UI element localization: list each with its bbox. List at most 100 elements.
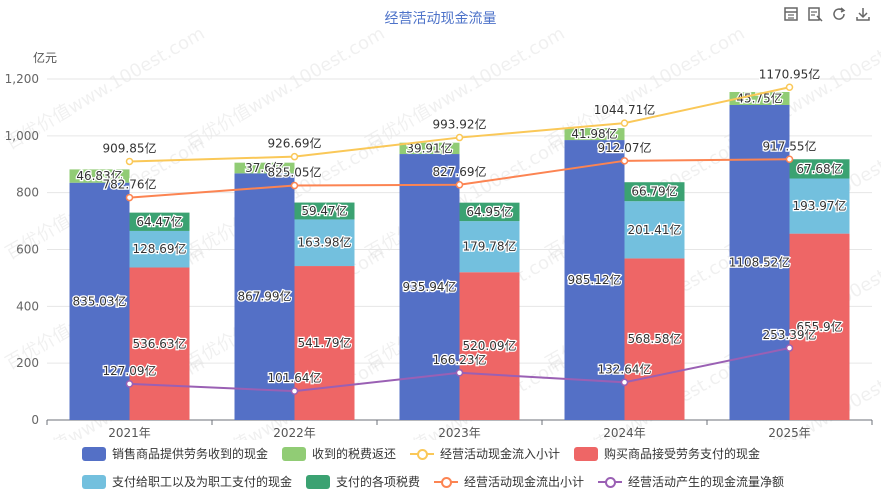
bar-data-label: 985.12亿 xyxy=(568,272,622,287)
data-view-icon[interactable] xyxy=(783,6,799,22)
line-data-label: 166.23亿 xyxy=(433,352,487,367)
legend-item[interactable]: 支付给职工以及为职工支付的现金 xyxy=(82,473,292,490)
legend-item[interactable]: 经营活动现金流出小计 xyxy=(434,473,584,490)
legend-swatch-bar xyxy=(82,446,106,461)
bar-segment xyxy=(129,212,190,231)
legend-item[interactable]: 支付的各项税费 xyxy=(306,473,420,490)
legend-row: 支付给职工以及为职工支付的现金 支付的各项税费 经营活动现金流出小计 经营活动产生的现… xyxy=(82,473,798,490)
download-icon[interactable] xyxy=(855,6,871,22)
y-tick-label: 1,000 xyxy=(5,129,39,143)
line-data-label: 926.69亿 xyxy=(268,136,322,151)
legend-label: 经营活动现金流出小计 xyxy=(464,475,585,489)
bar-segment xyxy=(294,266,355,420)
line-point xyxy=(620,157,629,165)
bar-data-label: 541.79亿 xyxy=(298,335,352,350)
y-axis-unit: 亿元 xyxy=(33,50,57,65)
bar-segment xyxy=(624,201,685,259)
line-point xyxy=(455,133,464,142)
bar-data-label: 179.78亿 xyxy=(463,239,517,254)
legend-swatch-bar xyxy=(306,474,331,489)
y-tick-label: 400 xyxy=(16,299,39,313)
bar-data-label: 867.99亿 xyxy=(238,289,292,304)
legend-swatch-line xyxy=(598,475,623,489)
legend-item[interactable]: 销售商品提供劳务收到的现金 xyxy=(82,445,268,462)
line-data-label: 1044.71亿 xyxy=(594,102,656,117)
line-point xyxy=(620,378,629,387)
bar-segment xyxy=(789,233,850,420)
line-data-label: 825.05亿 xyxy=(268,165,322,180)
legend-swatch-line xyxy=(434,475,459,489)
bar-data-label: 1108.52亿 xyxy=(729,254,791,269)
data-zoom-icon[interactable] xyxy=(807,6,823,22)
line-data-label: 127.09亿 xyxy=(103,363,157,378)
bar-data-label: 41.98亿 xyxy=(571,126,617,141)
legend-item[interactable]: 经营活动现金流入小计 xyxy=(410,445,560,462)
restore-icon[interactable] xyxy=(831,6,847,22)
line-data-label: 909.85亿 xyxy=(103,140,157,155)
line-data-label: 101.64亿 xyxy=(268,370,322,385)
line-data-label: 782.76亿 xyxy=(103,177,157,192)
line-point xyxy=(290,181,299,190)
bar-data-label: 45.75亿 xyxy=(736,90,782,105)
legend-label: 销售商品提供劳务收到的现金 xyxy=(112,447,269,461)
bar-segment xyxy=(459,202,520,222)
bar-segment xyxy=(399,142,460,155)
y-tick-label: 800 xyxy=(16,186,39,200)
bar-data-label: 568.58亿 xyxy=(628,331,682,346)
x-tick-label: 2023年 xyxy=(438,426,481,440)
bar-data-label: 520.09亿 xyxy=(463,338,517,353)
line-point xyxy=(785,83,794,92)
watermark-text: 百优价值www.100est.com xyxy=(362,23,568,154)
line-point xyxy=(455,369,464,377)
chart-area: 百优价值www.100est.com百优价值www.100est.com百优价值… xyxy=(2,23,881,440)
bar-segment xyxy=(294,219,355,267)
x-tick-label: 2025年 xyxy=(768,426,811,440)
bar-data-label: 536.63亿 xyxy=(133,336,187,351)
legend-row: 销售商品提供劳务收到的现金 收到的税费返还 经营活动现金流入小计 购买商品接受劳务支付… xyxy=(82,445,774,462)
line-point xyxy=(125,193,134,202)
legend-label: 支付给职工以及为职工支付的现金 xyxy=(112,475,293,489)
x-tick-label: 2022年 xyxy=(273,426,316,440)
line-point xyxy=(785,155,794,164)
bar-data-label: 128.69亿 xyxy=(133,241,187,256)
legend-label: 收到的税费返还 xyxy=(312,447,397,461)
bar-data-label: 193.97亿 xyxy=(793,198,847,213)
line-data-label: 1170.95亿 xyxy=(759,66,821,81)
bar-segment xyxy=(234,162,295,174)
legend-label: 经营活动现金流入小计 xyxy=(440,447,561,461)
bar-segment xyxy=(624,182,685,202)
y-tick-label: 0 xyxy=(31,413,39,427)
bar-data-label: 835.03亿 xyxy=(73,293,127,308)
legend-swatch-bar xyxy=(574,446,599,461)
bar-data-label: 64.47亿 xyxy=(136,214,182,229)
bar-data-label: 66.79亿 xyxy=(631,184,677,199)
bar-data-label: 655.9亿 xyxy=(796,319,842,334)
watermark-text: 百优价值www.100est.com xyxy=(182,23,388,154)
legend-swatch-bar xyxy=(282,446,307,461)
bar-segment xyxy=(729,91,790,105)
bar-segment xyxy=(624,258,685,420)
legend-swatch-bar xyxy=(82,474,106,489)
legend-item[interactable]: 收到的税费返还 xyxy=(282,445,396,462)
legend-item[interactable]: 经营活动产生的现金流量净额 xyxy=(598,473,784,490)
bar-data-label: 46.83亿 xyxy=(76,168,122,183)
line-point xyxy=(125,380,134,388)
line-point xyxy=(290,387,299,395)
bar-data-label: 935.94亿 xyxy=(403,279,457,294)
bar-segment xyxy=(789,178,850,234)
legend-item[interactable]: 购买商品接受劳务支付的现金 xyxy=(574,445,760,462)
legend-swatch-line xyxy=(410,447,435,461)
y-tick-label: 200 xyxy=(16,356,39,370)
bar-data-label: 201.41亿 xyxy=(628,222,682,237)
line-data-label: 917.55亿 xyxy=(763,138,817,153)
legend-label: 购买商品接受劳务支付的现金 xyxy=(604,447,761,461)
bar-segment xyxy=(234,173,295,420)
bar-segment xyxy=(129,230,190,268)
bar-segment xyxy=(729,104,790,420)
bar-data-label: 67.68亿 xyxy=(796,161,842,176)
bar-segment xyxy=(459,221,520,273)
line-point xyxy=(620,119,629,127)
bar-data-label: 39.91亿 xyxy=(406,140,452,155)
line-data-label: 993.92亿 xyxy=(433,117,487,132)
bar-data-label: 163.98亿 xyxy=(298,235,352,250)
